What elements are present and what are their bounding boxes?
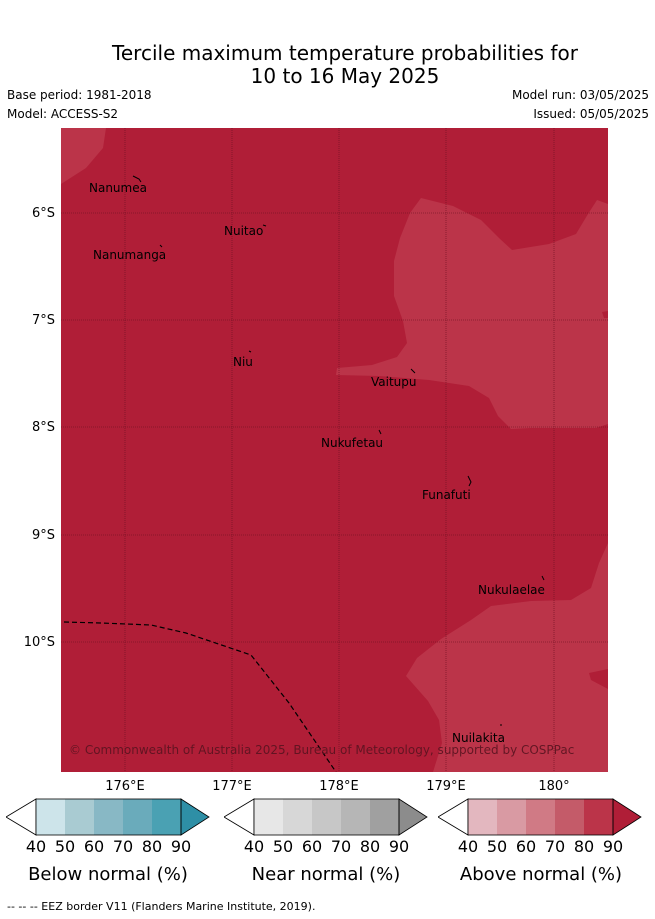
place-label-nanumanga: Nanumanga [93,248,167,262]
colorbar-swatch [283,799,312,835]
cb-tick: 40 [243,837,265,856]
base-period: Base period: 1981-2018 [7,88,152,102]
lon-label-178e: 178°E [319,779,359,794]
island-marks [132,175,545,726]
above-normal-70-80-region-east [336,198,608,429]
place-label-nukufetau: Nukufetau [321,436,384,450]
map-title-line1: Tercile maximum temperature probabilitie… [112,41,578,65]
colorbar-extend-high [398,798,428,836]
colorbar-extend-low [438,798,469,836]
cb-tick: 50 [54,837,76,856]
colorbar-swatch [254,799,283,835]
above-normal-70-80-region-se [406,543,608,772]
graticule [61,128,608,772]
colorbar-outline [35,798,182,836]
above-normal-colorbar [438,798,642,836]
colorbar-swatch [341,799,370,835]
colorbar-swatch [370,799,399,835]
place-label-nuilakita: Nuilakita [452,731,505,745]
cb-tick: 50 [272,837,294,856]
near-normal-colorbar [224,798,428,836]
colorbar-extend-low [224,798,255,836]
colorbar-swatch [152,799,181,835]
colorbar-swatch [65,799,94,835]
map-title-line2: 10 to 16 May 2025 [250,64,440,88]
lat-label-7s: 7°S [31,313,55,328]
lat-label-8s: 8°S [31,420,55,435]
above-normal-70-80-region-nw [61,128,106,184]
model-run: Model run: 03/05/2025 [511,88,649,102]
colorbar-swatch [584,799,613,835]
place-label-nuitao: Nuitao [224,224,264,238]
cb-tick: 40 [457,837,479,856]
cb-tick: 90 [388,837,410,856]
cb-tick: 80 [359,837,381,856]
cb-tick: 90 [602,837,624,856]
cb-tick: 40 [25,837,47,856]
colorbar-swatch [497,799,526,835]
cb-tick: 50 [486,837,508,856]
colorbar-swatch [555,799,584,835]
place-label-nanumea: Nanumea [89,181,147,195]
eez-footnote: -- -- -- EEZ border V11 (Flanders Marine… [7,900,316,913]
colorbar-swatch [94,799,123,835]
colorbar-swatch [123,799,152,835]
model-name: Model: ACCESS-S2 [7,107,119,121]
lon-label-176e: 176°E [105,779,145,794]
cb-tick: 70 [544,837,566,856]
copyright-notice: © Commonwealth of Australia 2025, Bureau… [69,743,575,757]
eez-border-line [63,621,337,772]
cb-tick: 80 [573,837,595,856]
place-label-niu: Niu [233,355,253,369]
colorbar-outline [467,798,614,836]
probability-map: Nanumea Nuitao Nanumanga Niu Vaitupu Nuk… [61,128,608,772]
lat-label-6s: 6°S [31,206,55,221]
cb-tick: 60 [301,837,323,856]
colorbar-swatch [468,799,497,835]
colorbar-extend-high [612,798,642,836]
colorbar-extend-high [180,798,210,836]
colorbar-outline [253,798,400,836]
lat-label-9s: 9°S [31,528,55,543]
colorbar-swatch [36,799,65,835]
place-label-vaitupu: Vaitupu [371,375,417,389]
lon-label-177e: 177°E [212,779,252,794]
cb-tick: 80 [141,837,163,856]
cb-tick: 90 [170,837,192,856]
cb-tick: 70 [112,837,134,856]
cb-tick: 60 [515,837,537,856]
lon-label-180: 180° [538,779,570,794]
issued-date: Issued: 05/05/2025 [533,107,649,121]
colorbar-extend-low [6,798,37,836]
colorbar-swatch [526,799,555,835]
map-canvas [61,128,608,772]
above-normal-label: Above normal (%) [459,864,623,885]
cb-tick: 70 [330,837,352,856]
place-label-funafuti: Funafuti [422,488,471,502]
lon-label-179e: 179°E [426,779,466,794]
cb-tick: 60 [83,837,105,856]
below-normal-colorbar [6,798,210,836]
below-normal-label: Below normal (%) [28,864,188,885]
place-label-nukulaelae: Nukulaelae [478,583,545,597]
lat-label-10s: 10°S [23,635,55,650]
colorbar-swatch [312,799,341,835]
near-normal-label: Near normal (%) [251,864,401,885]
